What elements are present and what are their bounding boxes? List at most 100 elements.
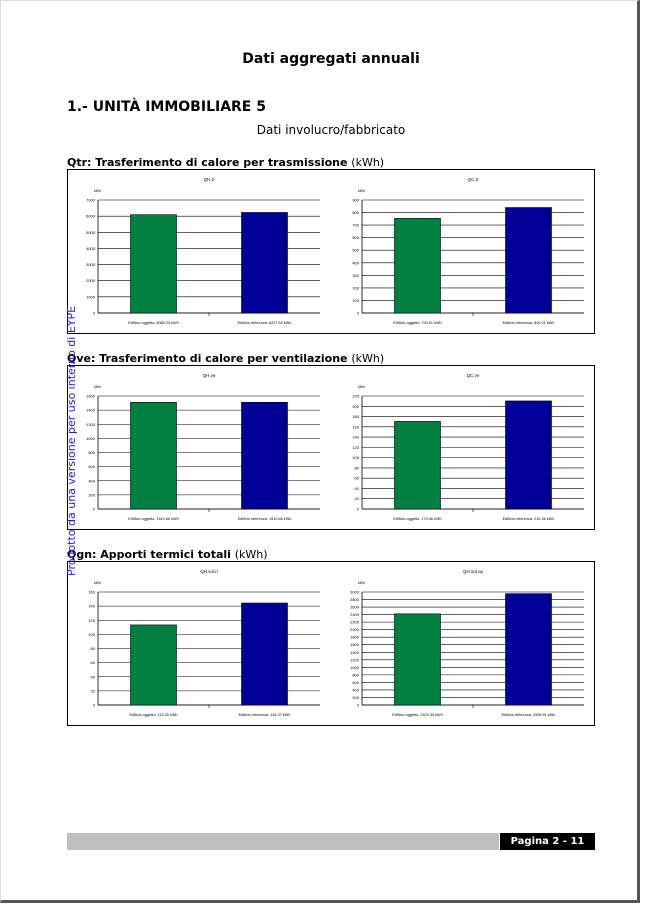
y-tick-label: 0 bbox=[357, 507, 360, 512]
y-tick-label: 0 bbox=[93, 311, 96, 316]
x-category-label: Edificio referenza: 840.01 kWh bbox=[503, 321, 555, 325]
y-tick-label: 1600 bbox=[350, 642, 360, 647]
chart-qh-tr: QH,tr kWh 0 1000 2000 3000 4000 5000 6000 7000 Edi… bbox=[68, 170, 332, 333]
bar-edificio-oggetto bbox=[394, 218, 441, 314]
block-title-unit: (kWh) bbox=[351, 156, 385, 169]
x-category-label: Edificio referenza: 210.36 kWh bbox=[503, 517, 555, 521]
y-tick-label: 1800 bbox=[350, 635, 360, 640]
bar-edificio-referenza bbox=[241, 212, 288, 314]
y-tick-label: 700 bbox=[352, 223, 359, 228]
y-tick-label: 1200 bbox=[350, 657, 360, 662]
y-tick-label: 2800 bbox=[350, 597, 360, 602]
y-tick-label: 300 bbox=[352, 273, 359, 278]
chart-qh-sol-ri: QH,sol,ri kWh 0 20 40 60 80 100 120 140 160 Edifici… bbox=[68, 562, 332, 725]
y-tick-label: 1600 bbox=[86, 394, 96, 399]
y-tick-label: 160 bbox=[352, 424, 359, 429]
y-axis-unit: kWh bbox=[94, 189, 101, 193]
block-title-unit: (kWh) bbox=[234, 548, 268, 561]
y-tick-label: 800 bbox=[352, 672, 359, 677]
section-title: 1.- UNITÀ IMMOBILIARE 5 bbox=[67, 99, 266, 115]
y-tick-label: 20 bbox=[91, 688, 96, 693]
footer-bar bbox=[67, 833, 499, 850]
y-tick-label: 2600 bbox=[350, 605, 360, 610]
x-category-label: Edificio oggetto: 2420.33 kWh bbox=[392, 713, 442, 717]
y-tick-label: 2000 bbox=[350, 627, 360, 632]
chart-title: QH,sol,ri bbox=[200, 569, 218, 574]
y-tick-label: 100 bbox=[88, 632, 95, 637]
y-tick-label: 100 bbox=[352, 298, 359, 303]
section-subtitle: Dati involucro/fabbricato bbox=[256, 123, 406, 137]
y-tick-label: 200 bbox=[352, 695, 359, 700]
y-tick-label: 0 bbox=[357, 703, 360, 708]
x-category-label: Edificio referenza: 6227.52 kWh bbox=[238, 321, 292, 325]
y-tick-label: 600 bbox=[88, 464, 95, 469]
y-tick-label: 0 bbox=[357, 311, 360, 316]
y-tick-label: 800 bbox=[352, 210, 359, 215]
y-tick-label: 60 bbox=[355, 476, 360, 481]
bar-chart-svg: QH,ve kWh 0 200 400 600 800 1000 1200 1400 1600 Edi… bbox=[86, 373, 320, 521]
y-axis-unit: kWh bbox=[358, 189, 365, 193]
y-tick-label: 160 bbox=[88, 590, 95, 595]
y-tick-label: 1400 bbox=[86, 408, 96, 413]
y-axis-unit: kWh bbox=[94, 581, 101, 585]
y-tick-label: 1200 bbox=[86, 422, 96, 427]
y-tick-label: 900 bbox=[352, 198, 359, 203]
bar-chart-svg: QH,sol,ri kWh 0 20 40 60 80 100 120 140 160 Edifici… bbox=[88, 569, 320, 717]
y-tick-label: 600 bbox=[352, 235, 359, 240]
document-title: Dati aggregati annuali bbox=[242, 51, 420, 67]
y-tick-label: 800 bbox=[88, 450, 95, 455]
y-tick-label: 6000 bbox=[86, 214, 96, 219]
y-tick-label: 140 bbox=[88, 604, 95, 609]
block-title-text: Qve: Trasferimento di calore per ventila… bbox=[67, 352, 348, 365]
chart-qh-sol-op: QH,sol,op kWh 0 200 400 600 800 1000 1200 1400 160… bbox=[332, 562, 596, 725]
bar-edificio-oggetto bbox=[130, 402, 177, 510]
x-category-label: Edificio oggetto: 113.35 kWh bbox=[129, 713, 177, 717]
bar-chart-svg: QC,ve kWh 0 20 40 60 80 100 120 140 160 180 200 220 Ed… bbox=[352, 373, 584, 521]
y-tick-label: 140 bbox=[352, 435, 359, 440]
x-category-label: Edificio referenza: 1510.66 kWh bbox=[238, 517, 292, 521]
y-tick-label: 3000 bbox=[86, 262, 96, 267]
y-tick-label: 120 bbox=[88, 618, 95, 623]
chart-block-qtr: QH,tr kWh 0 1000 2000 3000 4000 5000 6000 7000 Edi… bbox=[67, 169, 595, 334]
x-category-label: Edificio oggetto: 170.46 kWh bbox=[393, 517, 441, 521]
y-tick-label: 120 bbox=[352, 445, 359, 450]
y-tick-label: 4000 bbox=[86, 246, 96, 251]
bar-chart-svg: QC,tr kWh 0 100 200 300 400 500 600 700 800 900 Edif… bbox=[352, 177, 584, 325]
x-category-label: Edificio referenza: 2956.51 kWh bbox=[502, 713, 556, 717]
watermark-text: Prodotto da una versione per uso interno… bbox=[65, 305, 78, 576]
bar-edificio-referenza bbox=[505, 593, 552, 706]
y-tick-label: 5000 bbox=[86, 230, 96, 235]
y-axis-unit: kWh bbox=[358, 581, 365, 585]
y-tick-label: 200 bbox=[352, 404, 359, 409]
y-tick-label: 2000 bbox=[86, 278, 96, 283]
y-tick-label: 7000 bbox=[86, 198, 96, 203]
y-tick-label: 1000 bbox=[86, 294, 96, 299]
chart-title: QC,tr bbox=[468, 177, 479, 182]
x-category-label: Edificio oggetto: 6089.23 kWh bbox=[128, 321, 178, 325]
y-tick-label: 1000 bbox=[350, 665, 360, 670]
y-tick-label: 200 bbox=[88, 492, 95, 497]
bar-edificio-oggetto bbox=[130, 624, 177, 706]
bar-edificio-referenza bbox=[241, 402, 288, 510]
bar-edificio-referenza bbox=[241, 602, 288, 706]
y-tick-label: 100 bbox=[352, 455, 359, 460]
y-tick-label: 80 bbox=[355, 465, 360, 470]
y-tick-label: 3000 bbox=[350, 590, 360, 595]
y-tick-label: 0 bbox=[93, 507, 96, 512]
x-category-label: Edificio referenza: 144.37 kWh bbox=[239, 713, 291, 717]
block-title-unit: (kWh) bbox=[351, 352, 385, 365]
y-tick-label: 2400 bbox=[350, 612, 360, 617]
chart-qh-ve: QH,ve kWh 0 200 400 600 800 1000 1200 1400 1600 Edi… bbox=[68, 366, 332, 529]
y-tick-label: 60 bbox=[91, 660, 96, 665]
y-tick-label: 40 bbox=[91, 674, 96, 679]
y-axis-unit: kWh bbox=[358, 385, 365, 389]
bar-chart-svg: QH,tr kWh 0 1000 2000 3000 4000 5000 6000 7000 Edi… bbox=[86, 177, 320, 325]
y-tick-label: 0 bbox=[93, 703, 96, 708]
x-category-label: Edificio oggetto: 753.61 kWh bbox=[393, 321, 441, 325]
bar-edificio-oggetto bbox=[394, 613, 441, 706]
chart-qc-ve: QC,ve kWh 0 20 40 60 80 100 120 140 160 180 200 220 Ed… bbox=[332, 366, 596, 529]
y-tick-label: 1400 bbox=[350, 650, 360, 655]
y-tick-label: 180 bbox=[352, 414, 359, 419]
y-tick-label: 400 bbox=[88, 478, 95, 483]
